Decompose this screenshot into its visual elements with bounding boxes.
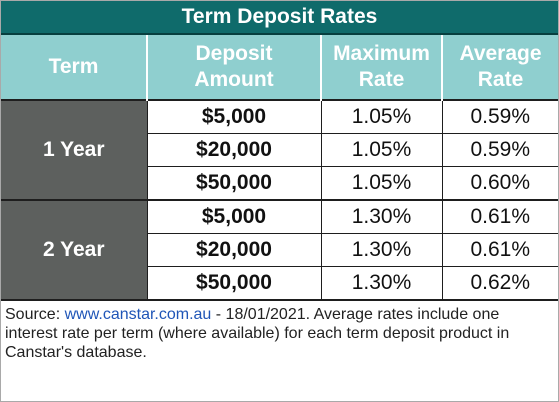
maximum-rate-cell: 1.30% xyxy=(320,199,442,234)
average-rate-cell: 0.60% xyxy=(441,166,558,200)
header-row: Term Deposit Amount Maximum Rate Average Ra… xyxy=(1,35,558,100)
source-prefix: Source: xyxy=(5,306,65,323)
average-rate-cell: 0.62% xyxy=(441,266,558,300)
average-rate-cell: 0.61% xyxy=(441,233,558,267)
header-deposit-amount: Deposit Amount xyxy=(147,35,322,100)
average-rate-cell: 0.61% xyxy=(441,199,558,234)
table-row: $20,000 1.30% 0.61% xyxy=(1,233,558,267)
term-cell-2-year: 2 Year xyxy=(1,199,147,300)
maximum-rate-cell: 1.05% xyxy=(320,133,442,167)
maximum-rate-cell: 1.30% xyxy=(320,266,442,300)
source-note: Source: www.canstar.com.au - 18/01/2021.… xyxy=(1,301,558,362)
average-rate-cell: 0.59% xyxy=(441,99,558,134)
table-row: $50,000 1.05% 0.60% xyxy=(1,166,558,200)
table-title: Term Deposit Rates xyxy=(1,1,558,35)
deposit-amount-cell: $20,000 xyxy=(146,133,321,167)
deposit-amount-cell: $50,000 xyxy=(146,266,321,300)
table-row: 1 Year $5,000 1.05% 0.59% xyxy=(1,99,558,200)
deposit-amount-cell: $20,000 xyxy=(146,233,321,267)
deposit-amount-cell: $5,000 xyxy=(146,199,321,234)
term-cell-1-year: 1 Year xyxy=(1,99,147,200)
source-text: - 18/01/2021. Average rates include one … xyxy=(5,306,510,361)
rates-table: Term Deposit Amount Maximum Rate Average Ra… xyxy=(1,35,558,301)
header-maximum-rate: Maximum Rate xyxy=(321,35,443,100)
table-row: 2 Year $5,000 1.30% 0.61% xyxy=(1,199,558,300)
header-average-rate: Average Rate xyxy=(442,35,558,100)
maximum-rate-cell: 1.05% xyxy=(320,166,442,200)
deposit-amount-cell: $50,000 xyxy=(146,166,321,200)
deposit-amount-cell: $5,000 xyxy=(146,99,321,134)
canstar-link[interactable]: www.canstar.com.au xyxy=(64,306,212,323)
table-row: $20,000 1.05% 0.59% xyxy=(1,133,558,167)
maximum-rate-cell: 1.30% xyxy=(320,233,442,267)
average-rate-cell: 0.59% xyxy=(441,133,558,167)
maximum-rate-cell: 1.05% xyxy=(320,99,442,134)
header-term: Term xyxy=(1,35,148,100)
table-row: $50,000 1.30% 0.62% xyxy=(1,266,558,300)
